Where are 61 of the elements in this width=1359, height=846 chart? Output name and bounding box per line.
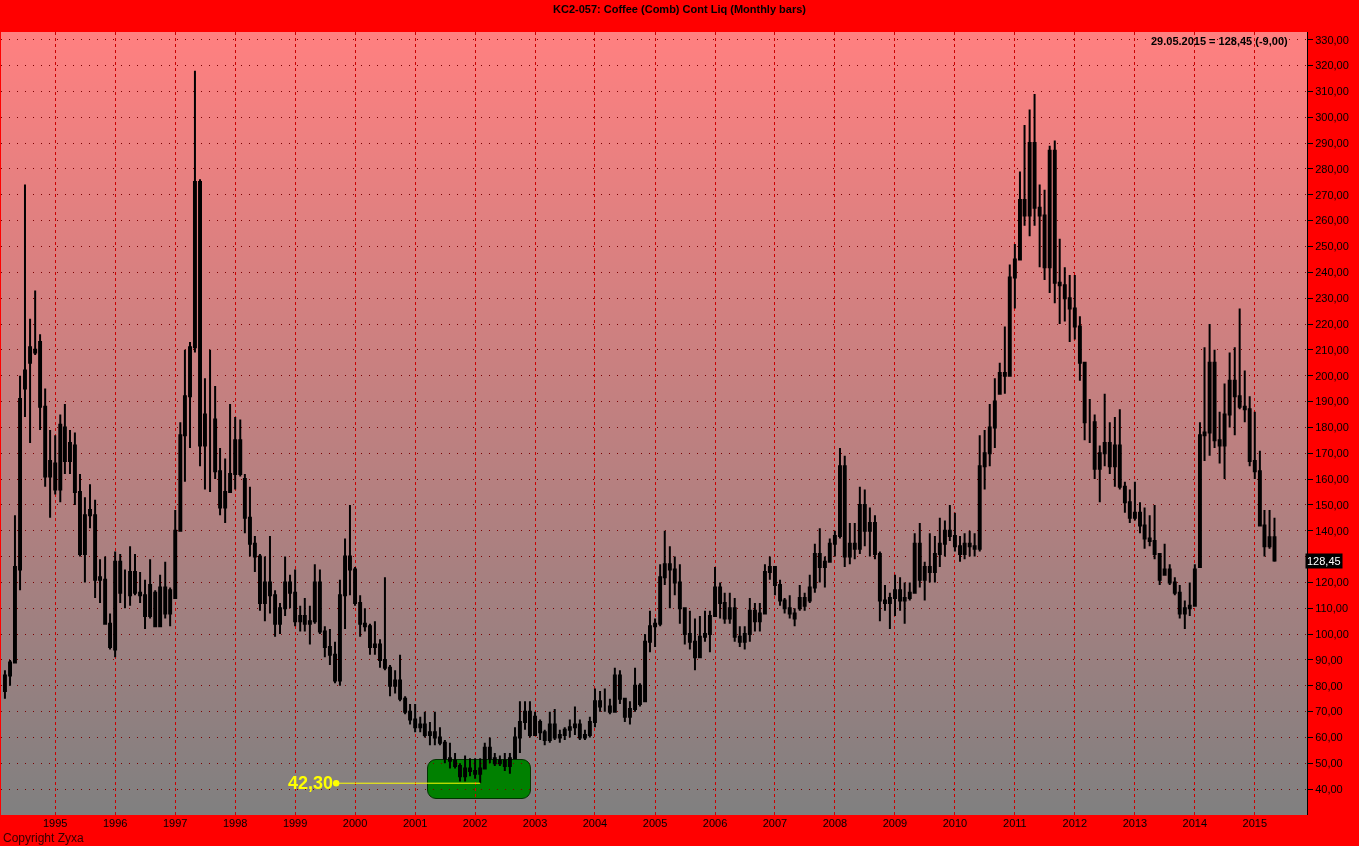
annotation: 128,45 xyxy=(1307,555,1341,567)
x-tick-label: 1996 xyxy=(102,817,128,829)
x-tick-label: 2014 xyxy=(1182,817,1208,829)
y-tick-label: 140,00 xyxy=(1315,524,1349,537)
y-tick-label: 330,00 xyxy=(1315,33,1349,46)
x-tick-label: 2003 xyxy=(522,817,548,829)
candlestick xyxy=(23,183,27,419)
y-tick-label: 260,00 xyxy=(1315,214,1349,227)
x-tick-label: 2008 xyxy=(822,817,848,829)
candlestick xyxy=(128,545,133,607)
chart-title: KC2-057: Coffee (Comb) Cont Liq (Monthly bars) xyxy=(553,2,807,15)
y-tick-label: 200,00 xyxy=(1315,369,1349,382)
x-tick-label: 2013 xyxy=(1122,817,1148,829)
x-tick-label: 2007 xyxy=(762,817,788,829)
x-tick-label: 2002 xyxy=(462,817,488,829)
y-tick-label: 220,00 xyxy=(1315,317,1349,330)
x-tick-label: 2011 xyxy=(1003,817,1027,829)
y-tick-label: 150,00 xyxy=(1315,498,1349,511)
y-tick-label: 40,00 xyxy=(1315,783,1343,796)
y-tick-label: 210,00 xyxy=(1315,343,1349,356)
y-tick-label: 190,00 xyxy=(1315,395,1349,408)
x-tick-label: 2012 xyxy=(1062,817,1088,829)
x-tick-label: 2010 xyxy=(942,817,968,829)
y-tick-label: 280,00 xyxy=(1315,162,1349,175)
y-tick-label: 310,00 xyxy=(1315,85,1349,98)
y-tick-label: 90,00 xyxy=(1315,653,1343,666)
x-tick-label: 2005 xyxy=(642,817,668,829)
y-tick-label: 80,00 xyxy=(1315,679,1343,692)
x-tick-label: 2004 xyxy=(582,817,608,829)
x-tick-label: 1998 xyxy=(222,817,248,829)
text: Copyright Zyxa xyxy=(3,831,85,845)
candlestick xyxy=(1087,397,1092,444)
annotation: 29.05.2015 = 128,45 (-9,00) xyxy=(1151,35,1289,47)
x-tick-label: 2009 xyxy=(882,817,908,829)
candlestick xyxy=(208,348,213,493)
y-tick-label: 250,00 xyxy=(1315,240,1349,253)
x-tick-label: 1997 xyxy=(162,817,188,829)
x-tick-label: 2006 xyxy=(702,817,728,829)
x-tick-label: 2015 xyxy=(1242,817,1268,829)
y-tick-label: 110,00 xyxy=(1315,602,1349,615)
y-tick-label: 240,00 xyxy=(1315,266,1349,279)
candlestick xyxy=(123,568,127,610)
x-tick-label: 1999 xyxy=(282,817,308,829)
y-tick-label: 170,00 xyxy=(1315,447,1349,460)
y-tick-label: 100,00 xyxy=(1315,627,1349,640)
y-tick-label: 60,00 xyxy=(1315,731,1343,744)
x-tick-label: 1995 xyxy=(42,817,68,829)
y-tick-label: 320,00 xyxy=(1315,59,1349,72)
y-tick-label: 270,00 xyxy=(1315,188,1349,201)
x-tick-label: 2001 xyxy=(402,817,428,829)
annotation: 42,30 xyxy=(288,773,334,793)
y-tick-label: 160,00 xyxy=(1315,472,1349,485)
y-tick-label: 70,00 xyxy=(1315,705,1343,718)
y-tick-label: 50,00 xyxy=(1315,757,1343,770)
y-tick-label: 120,00 xyxy=(1315,576,1349,589)
candlestick xyxy=(602,687,607,713)
x-tick-label: 2000 xyxy=(342,817,368,829)
y-tick-label: 300,00 xyxy=(1315,111,1349,124)
y-tick-label: 180,00 xyxy=(1315,421,1349,434)
y-tick-label: 290,00 xyxy=(1315,136,1349,149)
y-tick-label: 230,00 xyxy=(1315,292,1349,305)
